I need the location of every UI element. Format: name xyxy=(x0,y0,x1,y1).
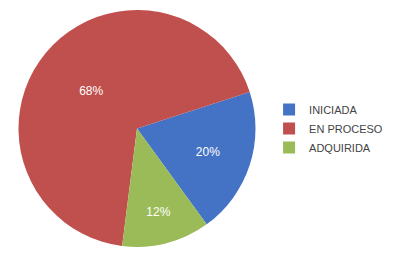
svg-text:EN PROCESO: EN PROCESO xyxy=(309,123,383,135)
svg-text:68%: 68% xyxy=(79,84,103,98)
svg-text:12%: 12% xyxy=(146,205,170,219)
svg-text:20%: 20% xyxy=(196,145,220,159)
svg-text:INICIADA: INICIADA xyxy=(309,104,357,116)
svg-text:ADQUIRIDA: ADQUIRIDA xyxy=(309,142,371,154)
